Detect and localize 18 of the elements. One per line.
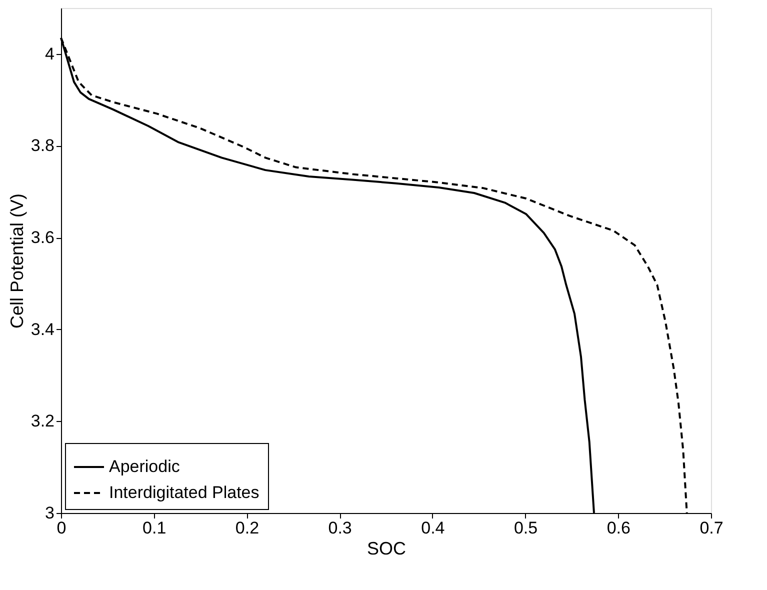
y-tick-label: 3.2 — [30, 412, 54, 431]
y-tick-label: 3.4 — [30, 320, 54, 339]
x-axis-title: SOC — [366, 538, 406, 558]
x-tick-label: 0.7 — [700, 518, 724, 538]
legend-label: Interdigitated Plates — [109, 483, 260, 502]
x-tick-label: 0.1 — [142, 518, 166, 538]
y-tick-label: 3.6 — [30, 228, 54, 248]
y-axis-title: Cell Potential (V) — [6, 193, 27, 329]
y-tick-label: 4 — [45, 44, 54, 64]
x-tick-label: 0.4 — [421, 518, 445, 538]
legend-label: Aperiodic — [109, 457, 180, 476]
x-tick-label: 0.2 — [235, 518, 260, 538]
x-tick-label: 0.3 — [328, 518, 352, 538]
x-tick-label: 0 — [56, 518, 66, 538]
x-tick-label: 0.5 — [514, 518, 538, 538]
y-tick-label: 3.8 — [30, 136, 54, 156]
x-tick-label: 0.6 — [606, 518, 630, 538]
y-tick-label: 3 — [45, 504, 54, 522]
